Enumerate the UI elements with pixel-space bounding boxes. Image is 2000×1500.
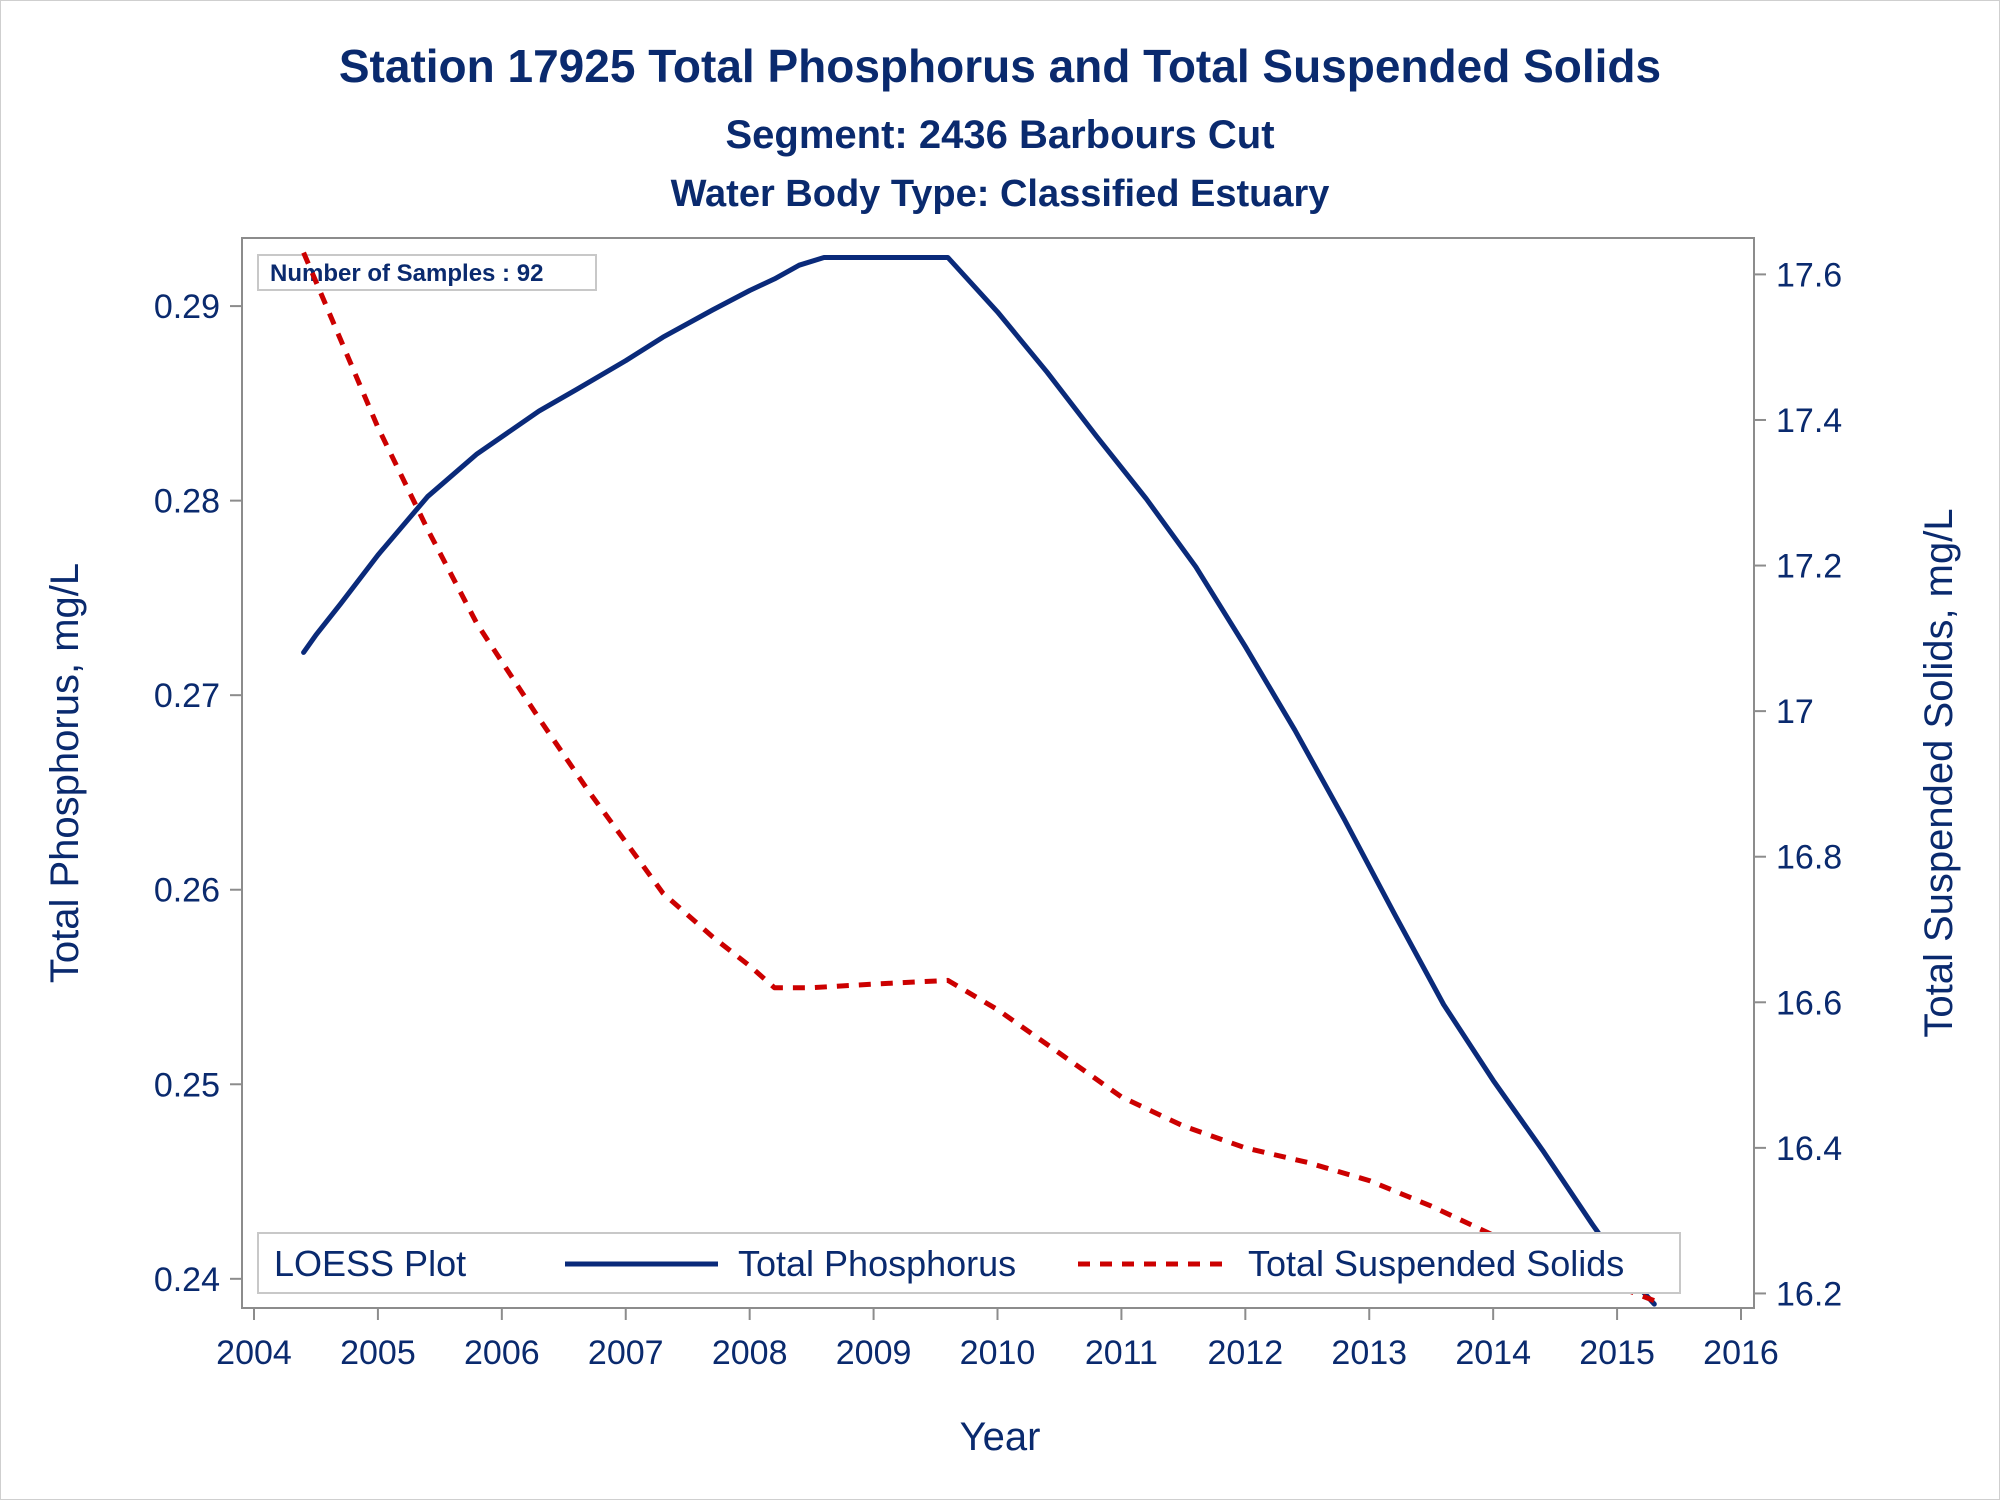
x-tick-label: 2015 xyxy=(1579,1334,1655,1372)
y-left-tick-label: 0.26 xyxy=(154,872,220,910)
x-axis-label: Year xyxy=(960,1415,1041,1459)
y-right-tick-label: 17 xyxy=(1776,693,1814,731)
y-right-tick-label: 16.2 xyxy=(1776,1275,1842,1313)
series-layer xyxy=(301,251,1657,1307)
y-right-tick-label: 17.6 xyxy=(1776,256,1842,294)
y-axis-right-label: Total Suspended Solids, mg/L xyxy=(1917,508,1961,1037)
y-axis-left-label: Total Phosphorus, mg/L xyxy=(43,563,87,983)
x-tick-label: 2009 xyxy=(836,1334,912,1372)
y-left-tick-label: 0.28 xyxy=(154,483,220,521)
x-tick-label: 2011 xyxy=(1085,1334,1158,1372)
chart-subtitle-segment: Segment: 2436 Barbours Cut xyxy=(725,113,1274,157)
legend-label-phosphorus: Total Phosphorus xyxy=(738,1243,1016,1284)
chart-title: Station 17925 Total Phosphorus and Total… xyxy=(339,40,1661,92)
series-line-phosphorus xyxy=(301,255,1657,1307)
x-tick-label: 2014 xyxy=(1455,1334,1531,1372)
x-tick-label: 2010 xyxy=(960,1334,1036,1372)
legend-box xyxy=(257,1232,1681,1294)
y-right-tick-label: 16.4 xyxy=(1776,1130,1842,1168)
x-tick-label: 2006 xyxy=(464,1334,540,1372)
x-tick-label: 2008 xyxy=(712,1334,788,1372)
legend-label-tss: Total Suspended Solids xyxy=(1248,1243,1624,1284)
x-tick-label: 2013 xyxy=(1331,1334,1407,1372)
x-axis: 2004 2005 2006 2007 2008 2009 2010 2011 2012 2013… xyxy=(216,1308,1779,1372)
legend-title: LOESS Plot xyxy=(274,1243,466,1284)
plot-area xyxy=(241,237,1755,1309)
series-line-tss xyxy=(301,251,1656,1304)
legend: LOESS Plot Total Phosphorus Total Suspen… xyxy=(257,1232,1681,1294)
x-tick-label: 2004 xyxy=(216,1334,292,1372)
x-tick-label: 2005 xyxy=(340,1334,416,1372)
chart-subtitle-waterbody: Water Body Type: Classified Estuary xyxy=(671,173,1330,215)
x-tick-label: 2016 xyxy=(1703,1334,1779,1372)
y-left-tick-label: 0.25 xyxy=(154,1066,220,1104)
x-tick-label: 2007 xyxy=(588,1334,664,1372)
y-left-tick-label: 0.24 xyxy=(154,1261,220,1299)
x-tick-label: 2012 xyxy=(1208,1334,1284,1372)
y-left-tick-label: 0.29 xyxy=(154,288,220,326)
y-right-tick-label: 17.2 xyxy=(1776,548,1842,586)
y-right-tick-label: 16.8 xyxy=(1776,839,1842,877)
y-right-tick-label: 17.4 xyxy=(1776,402,1842,440)
y-axis-left: 0.24 0.25 0.26 0.27 0.28 0.29 xyxy=(154,288,242,1299)
y-axis-right: 16.2 16.4 16.6 16.8 17 17.2 17.4 17.6 xyxy=(1754,256,1842,1313)
y-right-tick-label: 16.6 xyxy=(1776,984,1842,1022)
y-left-tick-label: 0.27 xyxy=(154,677,220,715)
